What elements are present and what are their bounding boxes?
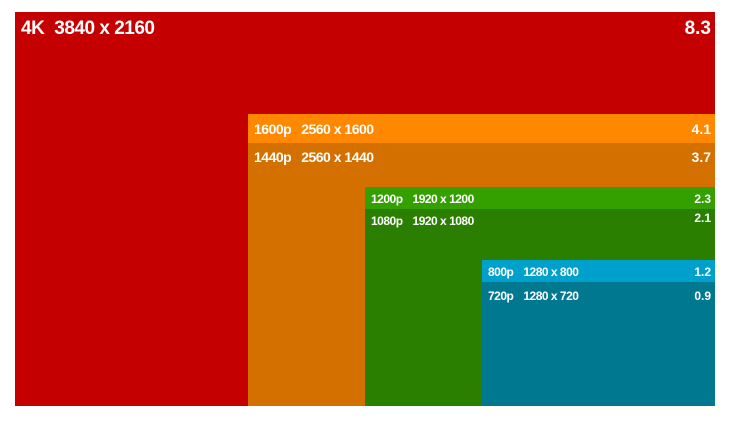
resolution: 1920 x 1080 <box>412 214 475 228</box>
megapixels: 8.3 <box>684 18 711 39</box>
megapixels: 1.2 <box>694 265 711 279</box>
name: 4K <box>21 18 45 39</box>
resolution: 2560 x 1440 <box>301 149 374 165</box>
label: 800p 1280 x 800 <box>488 265 579 279</box>
megapixels: 3.7 <box>691 149 711 165</box>
megapixels: 2.3 <box>694 192 711 206</box>
megapixels: 4.1 <box>691 121 711 137</box>
label: 1600p 2560 x 1600 <box>254 121 374 137</box>
label: 1080p 1920 x 1080 <box>371 214 474 228</box>
name: 800p <box>488 265 514 279</box>
res-720p: 720p 1280 x 720 0.9 <box>482 282 715 406</box>
name: 1080p <box>371 214 403 228</box>
resolution: 1280 x 720 <box>523 289 579 303</box>
label: 1440p 2560 x 1440 <box>254 149 374 165</box>
resolution: 3840 x 2160 <box>54 18 155 39</box>
label: 4K 3840 x 2160 <box>21 18 155 40</box>
resolution: 2560 x 1600 <box>301 121 374 137</box>
name: 1440p <box>254 149 292 165</box>
label: 720p 1280 x 720 <box>488 289 579 303</box>
name: 1200p <box>371 192 403 206</box>
label: 1200p 1920 x 1200 <box>371 192 474 206</box>
resolution: 1920 x 1200 <box>412 192 475 206</box>
name: 1600p <box>254 121 292 137</box>
megapixels: 0.9 <box>694 289 711 303</box>
name: 720p <box>488 289 514 303</box>
resolution: 1280 x 800 <box>523 265 579 279</box>
megapixels: 2.1 <box>694 211 711 225</box>
